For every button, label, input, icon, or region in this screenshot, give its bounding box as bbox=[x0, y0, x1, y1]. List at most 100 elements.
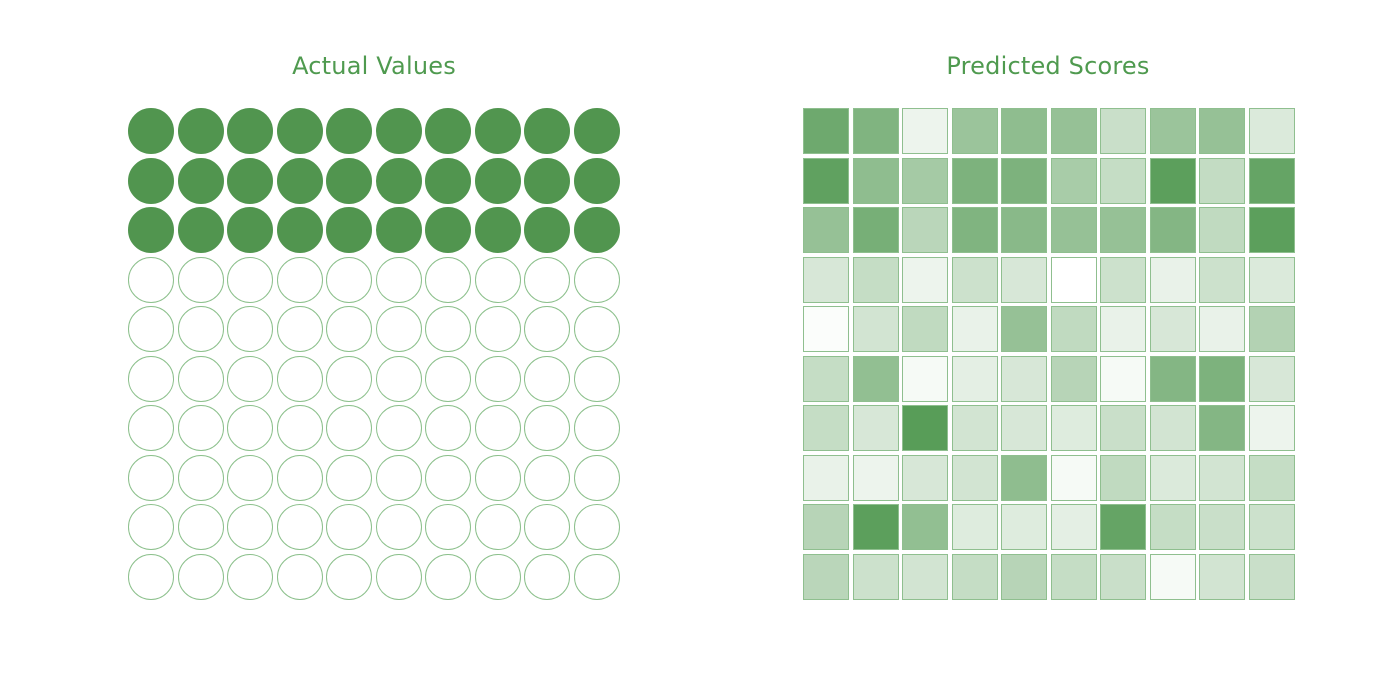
empty-circle bbox=[276, 355, 323, 402]
predicted-scores-grid bbox=[803, 108, 1295, 600]
score-cell bbox=[803, 207, 849, 253]
filled-circle bbox=[227, 108, 273, 154]
empty-circle bbox=[425, 306, 471, 352]
empty-circle bbox=[524, 504, 570, 550]
score-cell bbox=[803, 504, 849, 550]
empty-circle bbox=[326, 405, 372, 451]
score-cell bbox=[803, 306, 849, 352]
filled-circle bbox=[326, 157, 372, 204]
score-cell bbox=[1100, 157, 1146, 204]
score-cell bbox=[1100, 405, 1146, 451]
score-cell bbox=[951, 306, 998, 352]
score-cell bbox=[1149, 454, 1196, 501]
score-cell bbox=[1100, 207, 1146, 253]
score-cell bbox=[1050, 306, 1097, 352]
score-cell bbox=[1001, 256, 1047, 303]
empty-circle bbox=[177, 306, 224, 352]
score-cell bbox=[1149, 405, 1196, 451]
score-cell bbox=[1199, 256, 1245, 303]
empty-circle bbox=[524, 553, 570, 600]
empty-circle bbox=[573, 405, 620, 451]
empty-circle bbox=[326, 355, 372, 402]
empty-circle bbox=[177, 355, 224, 402]
score-cell bbox=[852, 108, 899, 154]
score-cell bbox=[1100, 306, 1146, 352]
filled-circle bbox=[573, 108, 620, 154]
score-cell bbox=[1100, 256, 1146, 303]
score-cell bbox=[1199, 108, 1245, 154]
filled-circle bbox=[227, 207, 273, 253]
empty-circle bbox=[128, 553, 174, 600]
empty-circle bbox=[425, 256, 471, 303]
empty-circle bbox=[227, 504, 273, 550]
score-cell bbox=[1149, 553, 1196, 600]
empty-circle bbox=[227, 454, 273, 501]
filled-circle bbox=[425, 157, 471, 204]
empty-circle bbox=[375, 355, 422, 402]
empty-circle bbox=[375, 454, 422, 501]
empty-circle bbox=[128, 504, 174, 550]
score-cell bbox=[951, 157, 998, 204]
score-cell bbox=[852, 553, 899, 600]
score-cell bbox=[951, 108, 998, 154]
score-cell bbox=[1199, 306, 1245, 352]
filled-circle bbox=[326, 108, 372, 154]
score-cell bbox=[951, 504, 998, 550]
empty-circle bbox=[128, 405, 174, 451]
score-cell bbox=[1001, 355, 1047, 402]
score-cell bbox=[852, 157, 899, 204]
score-cell bbox=[1001, 553, 1047, 600]
empty-circle bbox=[227, 355, 273, 402]
score-cell bbox=[1248, 207, 1295, 253]
score-cell bbox=[951, 405, 998, 451]
score-cell bbox=[852, 306, 899, 352]
score-cell bbox=[852, 454, 899, 501]
score-cell bbox=[1001, 157, 1047, 204]
empty-circle bbox=[425, 553, 471, 600]
score-cell bbox=[1149, 207, 1196, 253]
filled-circle bbox=[425, 207, 471, 253]
score-cell bbox=[803, 108, 849, 154]
score-cell bbox=[951, 207, 998, 253]
score-cell bbox=[1248, 256, 1295, 303]
score-cell bbox=[902, 306, 948, 352]
empty-circle bbox=[128, 355, 174, 402]
score-cell bbox=[1001, 306, 1047, 352]
score-cell bbox=[803, 157, 849, 204]
empty-circle bbox=[375, 405, 422, 451]
filled-circle bbox=[227, 157, 273, 204]
empty-circle bbox=[524, 454, 570, 501]
score-cell bbox=[1050, 207, 1097, 253]
filled-circle bbox=[573, 207, 620, 253]
empty-circle bbox=[425, 405, 471, 451]
filled-circle bbox=[474, 207, 521, 253]
actual-values-title: Actual Values bbox=[292, 52, 456, 80]
empty-circle bbox=[326, 553, 372, 600]
filled-circle bbox=[177, 157, 224, 204]
score-cell bbox=[1001, 504, 1047, 550]
empty-circle bbox=[177, 454, 224, 501]
empty-circle bbox=[276, 454, 323, 501]
score-cell bbox=[1199, 553, 1245, 600]
score-cell bbox=[1050, 355, 1097, 402]
filled-circle bbox=[276, 108, 323, 154]
score-cell bbox=[951, 454, 998, 501]
empty-circle bbox=[573, 504, 620, 550]
filled-circle bbox=[524, 207, 570, 253]
score-cell bbox=[1001, 207, 1047, 253]
score-cell bbox=[902, 553, 948, 600]
filled-circle bbox=[474, 157, 521, 204]
score-cell bbox=[1001, 108, 1047, 154]
empty-circle bbox=[276, 405, 323, 451]
score-cell bbox=[902, 207, 948, 253]
empty-circle bbox=[425, 454, 471, 501]
filled-circle bbox=[375, 157, 422, 204]
score-cell bbox=[852, 504, 899, 550]
empty-circle bbox=[128, 306, 174, 352]
score-cell bbox=[1050, 256, 1097, 303]
filled-circle bbox=[524, 108, 570, 154]
score-cell bbox=[1050, 405, 1097, 451]
score-cell bbox=[803, 553, 849, 600]
empty-circle bbox=[276, 553, 323, 600]
score-cell bbox=[1100, 108, 1146, 154]
